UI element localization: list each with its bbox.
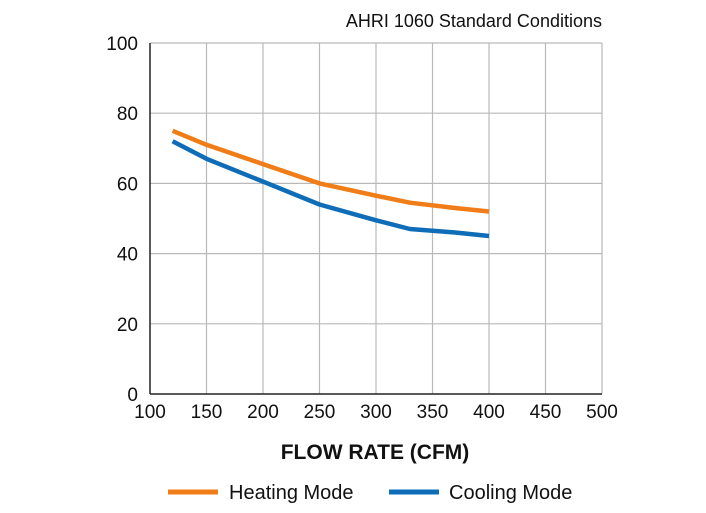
chart-title: AHRI 1060 Standard Conditions bbox=[346, 11, 602, 31]
y-tick-label-60: 60 bbox=[117, 174, 138, 195]
x-tick-label-400: 400 bbox=[473, 402, 505, 423]
legend-label-cooling-mode: Cooling Mode bbox=[449, 482, 572, 504]
x-tick-label-500: 500 bbox=[586, 402, 618, 423]
series-line-cooling-mode bbox=[171, 139, 490, 239]
x-tick-label-100: 100 bbox=[134, 402, 166, 423]
tick-labels: 100 150 200 250 300 350 400 450 500 0 20 40 60 80 100 bbox=[106, 34, 618, 423]
x-tick-label-350: 350 bbox=[417, 402, 449, 423]
x-tick-label-300: 300 bbox=[360, 402, 392, 423]
series-lines bbox=[171, 128, 490, 239]
y-tick-label-80: 80 bbox=[117, 104, 138, 125]
x-axis-label: FLOW RATE (CFM) bbox=[281, 441, 470, 464]
legend-label-heating-mode: Heating Mode bbox=[229, 482, 354, 504]
y-tick-label-40: 40 bbox=[117, 245, 138, 266]
y-tick-label-100: 100 bbox=[106, 34, 138, 55]
x-tick-label-150: 150 bbox=[191, 402, 223, 423]
series-line-heating-mode bbox=[171, 128, 490, 214]
x-tick-label-450: 450 bbox=[530, 402, 562, 423]
y-tick-label-20: 20 bbox=[117, 315, 138, 336]
axes bbox=[149, 43, 602, 395]
x-tick-label-250: 250 bbox=[304, 402, 336, 423]
grid bbox=[150, 42, 603, 394]
y-tick-label-0: 0 bbox=[127, 385, 138, 406]
x-tick-label-200: 200 bbox=[247, 402, 279, 423]
legend: Heating Mode Cooling Mode bbox=[168, 482, 572, 504]
